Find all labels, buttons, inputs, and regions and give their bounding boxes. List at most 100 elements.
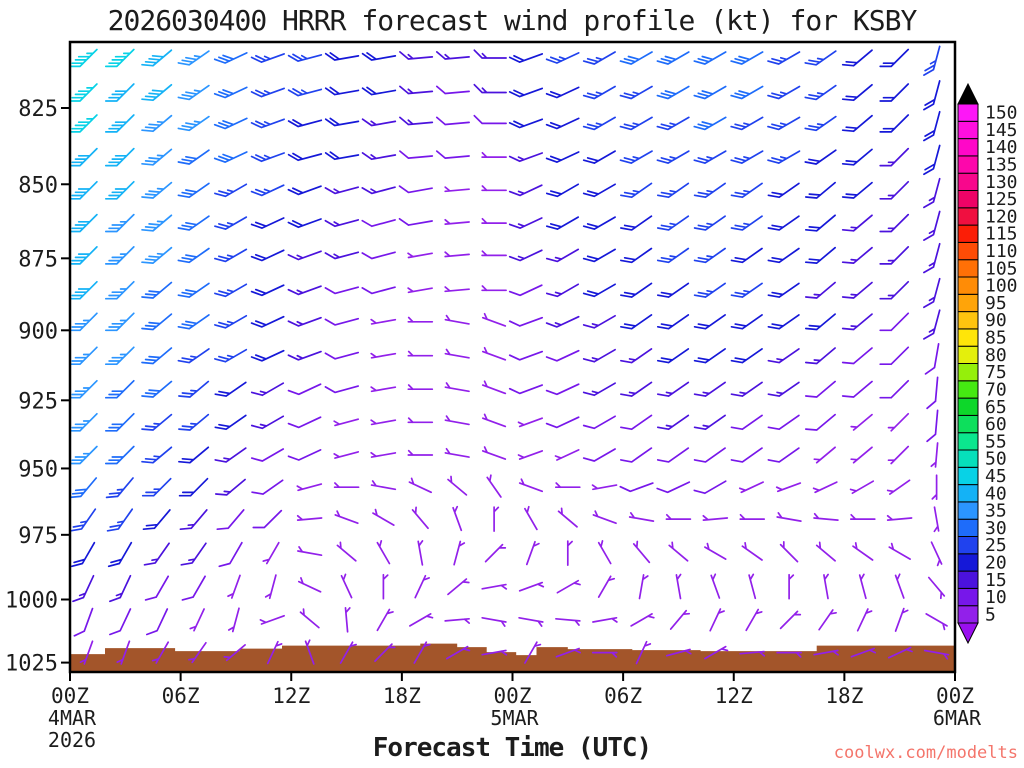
wind-barb [382, 573, 389, 600]
colorbar-label: 10 [985, 587, 1007, 608]
wind-barb [181, 575, 206, 601]
wind-barb [823, 573, 829, 600]
wind-barb [730, 182, 763, 199]
wind-barb [518, 581, 545, 592]
wind-barb [104, 412, 135, 432]
colorbar-label: 130 [985, 172, 1018, 193]
x-date-label: 4MAR [48, 706, 97, 730]
x-tick-label: 00Z [494, 684, 532, 708]
wind-barb [70, 412, 98, 432]
wind-barb [923, 45, 941, 76]
wind-barb [818, 609, 837, 631]
wind-barb [545, 86, 580, 99]
colorbar-cell [957, 259, 979, 278]
wind-barb [545, 283, 580, 298]
wind-barb [545, 117, 580, 130]
colorbar-over-arrow-icon [957, 82, 979, 105]
colorbar-cell [957, 224, 979, 243]
wind-barb [105, 477, 134, 499]
wind-barb [361, 86, 397, 96]
wind-barb [370, 386, 397, 393]
wind-barb [813, 649, 839, 656]
wind-barb [452, 505, 463, 532]
wind-barb [923, 80, 941, 111]
colorbar-cell [957, 207, 979, 226]
wind-barb [399, 85, 434, 95]
colorbar-label: 45 [985, 466, 1007, 487]
wind-barb [177, 50, 210, 66]
wind-barb [70, 147, 98, 167]
wind-barb [804, 115, 837, 132]
wind-barb [398, 185, 433, 194]
x-axis-title: Forecast Time (UTC) [372, 733, 652, 763]
wind-barb [508, 118, 544, 129]
wind-barb [927, 576, 946, 600]
wind-barb [177, 314, 210, 330]
wind-barb [473, 114, 507, 125]
wind-barb [250, 415, 285, 430]
x-tick-label: 18Z [383, 684, 421, 708]
wind-barb [116, 640, 131, 665]
wind-barb [879, 280, 910, 300]
wind-barb [923, 110, 941, 142]
wind-barb [287, 88, 323, 97]
wind-barb [545, 151, 580, 163]
wind-barb-field [70, 45, 950, 665]
wind-barb [841, 347, 873, 365]
wind-barb [214, 283, 248, 298]
wind-barb [554, 482, 581, 489]
wind-barb [555, 617, 581, 626]
wind-barb [804, 214, 836, 232]
wind-barb [143, 542, 170, 566]
wind-barb [250, 249, 285, 262]
wind-barb [879, 346, 910, 366]
wind-barb [888, 542, 911, 560]
wind-barb [408, 477, 433, 494]
wind-barb [484, 543, 507, 563]
wind-barb [141, 148, 173, 166]
wind-barb [582, 116, 616, 131]
wind-barb [850, 446, 873, 464]
colorbar-label: 75 [985, 362, 1007, 383]
wind-barb [638, 574, 649, 600]
wind-barb [250, 87, 285, 98]
colorbar-label: 100 [985, 276, 1018, 297]
wind-barb [227, 574, 241, 599]
colorbar-cell [957, 172, 979, 191]
wind-barb [473, 49, 507, 59]
wind-barb [324, 86, 360, 96]
colorbar-cell [957, 432, 979, 451]
wind-barb [481, 151, 507, 158]
wind-barb [214, 447, 247, 463]
wind-barb [324, 317, 360, 326]
wind-barb [262, 541, 280, 565]
wind-barb [141, 413, 173, 431]
wind-barb [324, 385, 360, 394]
wind-barb [767, 348, 800, 364]
wind-barb [592, 616, 618, 623]
wind-barb [214, 183, 248, 198]
wind-barb [813, 446, 836, 464]
colorbar-cell [957, 397, 979, 416]
wind-barb [693, 182, 726, 199]
wind-barb [656, 282, 690, 298]
wind-barb [324, 286, 360, 295]
wind-barb [730, 447, 763, 463]
wind-barb [668, 541, 689, 562]
wind-barb [107, 541, 133, 568]
wind-barb [508, 152, 544, 163]
wind-barb [287, 285, 322, 296]
wind-barb [582, 216, 616, 230]
wind-barb [287, 250, 322, 261]
wind-barb [250, 217, 285, 229]
wind-barb [930, 442, 939, 468]
wind-barb [264, 574, 277, 600]
wind-barb [398, 217, 433, 226]
wind-barb [592, 510, 617, 525]
wind-barb [879, 147, 910, 167]
wind-barb [852, 542, 874, 561]
wind-barb [508, 87, 544, 98]
colorbar-label: 80 [985, 345, 1007, 366]
wind-barb [656, 414, 690, 431]
wind-barb [481, 649, 508, 656]
